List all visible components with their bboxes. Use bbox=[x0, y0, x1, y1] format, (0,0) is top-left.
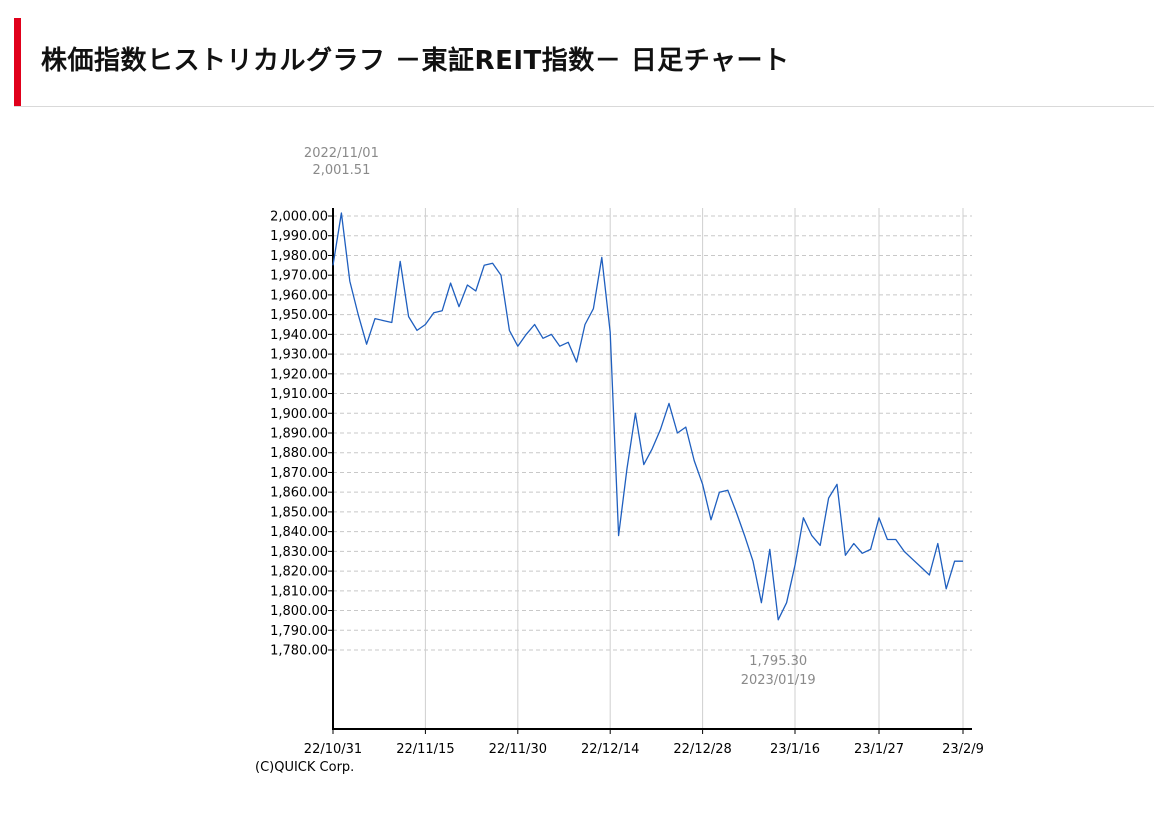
x-tick-label: 22/12/28 bbox=[673, 742, 731, 757]
y-tick-label: 1,980.00 bbox=[270, 249, 328, 264]
x-tick-label: 23/1/16 bbox=[770, 742, 820, 757]
x-tick-label: 22/11/30 bbox=[489, 742, 547, 757]
x-tick-label: 23/2/9 bbox=[942, 742, 984, 757]
y-tick-label: 1,790.00 bbox=[270, 624, 328, 639]
y-tick-label: 1,810.00 bbox=[270, 584, 328, 599]
annotation-value: 2,001.51 bbox=[312, 163, 370, 178]
x-tick-label: 22/10/31 bbox=[304, 742, 362, 757]
y-tick-label: 1,930.00 bbox=[270, 348, 328, 363]
x-tick-label: 22/12/14 bbox=[581, 742, 639, 757]
page-header: 株価指数ヒストリカルグラフ －東証REIT指数－ 日足チャート bbox=[14, 18, 1154, 107]
y-tick-label: 1,860.00 bbox=[270, 486, 328, 501]
copyright-label: (C)QUICK Corp. bbox=[255, 760, 354, 775]
y-tick-label: 1,880.00 bbox=[270, 446, 328, 461]
y-tick-label: 1,820.00 bbox=[270, 565, 328, 580]
header-accent-bar bbox=[14, 18, 21, 106]
x-tick-label: 23/1/27 bbox=[854, 742, 904, 757]
y-tick-label: 1,900.00 bbox=[270, 407, 328, 422]
y-tick-label: 1,850.00 bbox=[270, 505, 328, 520]
y-tick-label: 1,780.00 bbox=[270, 644, 328, 659]
y-tick-label: 1,890.00 bbox=[270, 427, 328, 442]
series-line bbox=[332, 212, 963, 621]
y-tick-label: 2,000.00 bbox=[270, 210, 328, 225]
y-tick-label: 1,940.00 bbox=[270, 328, 328, 343]
annotation-date: 2022/11/01 bbox=[304, 146, 379, 161]
y-tick-label: 1,910.00 bbox=[270, 387, 328, 402]
x-tick-label: 22/11/15 bbox=[396, 742, 454, 757]
y-tick-label: 1,830.00 bbox=[270, 545, 328, 560]
y-tick-label: 1,920.00 bbox=[270, 367, 328, 382]
y-tick-label: 1,960.00 bbox=[270, 288, 328, 303]
annotation-date: 2023/01/19 bbox=[741, 673, 816, 688]
y-tick-label: 1,870.00 bbox=[270, 466, 328, 481]
y-tick-label: 1,840.00 bbox=[270, 525, 328, 540]
y-tick-label: 1,800.00 bbox=[270, 604, 328, 619]
page-title: 株価指数ヒストリカルグラフ －東証REIT指数－ 日足チャート bbox=[41, 46, 790, 76]
y-tick-label: 1,970.00 bbox=[270, 269, 328, 284]
annotation-value: 1,795.30 bbox=[749, 654, 807, 669]
y-tick-label: 1,990.00 bbox=[270, 229, 328, 244]
y-tick-label: 1,950.00 bbox=[270, 308, 328, 323]
